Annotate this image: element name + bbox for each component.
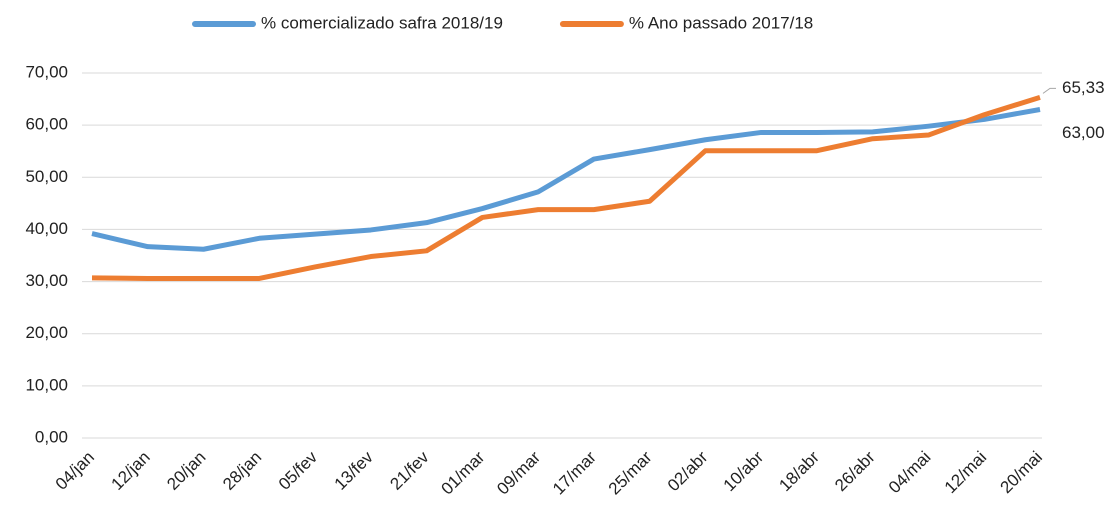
x-tick-label: 20/jan <box>163 448 209 494</box>
line-series <box>91 107 1041 252</box>
x-tick-label: 17/mar <box>549 447 600 498</box>
x-tick-label: 05/fev <box>275 447 322 494</box>
x-tick-label: 25/mar <box>605 447 656 498</box>
x-tick-label: 13/fev <box>331 447 378 494</box>
x-tick-label: 28/jan <box>219 448 265 494</box>
x-tick-label: 04/jan <box>52 448 98 494</box>
x-tick-label: 10/abr <box>720 447 768 495</box>
legend-label: % comercializado safra 2018/19 <box>261 13 503 32</box>
x-tick-label: 02/abr <box>664 447 712 495</box>
data-label: 65,33 <box>1062 78 1105 97</box>
y-tick-label: 30,00 <box>25 271 68 290</box>
y-tick-label: 40,00 <box>25 219 68 238</box>
data-label: 63,00 <box>1062 123 1105 142</box>
y-tick-label: 0,00 <box>35 427 68 446</box>
legend-label: % Ano passado 2017/18 <box>629 13 813 32</box>
y-tick-label: 50,00 <box>25 167 68 186</box>
x-tick-label: 21/fev <box>386 447 433 494</box>
x-tick-label: 01/mar <box>437 447 488 498</box>
x-tick-label: 18/abr <box>775 447 823 495</box>
x-tick-label: 09/mar <box>493 447 544 498</box>
x-tick-label: 20/mai <box>996 448 1046 498</box>
y-tick-label: 60,00 <box>25 115 68 134</box>
x-tick-label: 26/abr <box>831 447 879 495</box>
x-tick-label: 12/mai <box>941 448 991 498</box>
y-tick-label: 10,00 <box>25 375 68 394</box>
y-tick-label: 20,00 <box>25 323 68 342</box>
leader-line <box>1042 87 1056 94</box>
y-tick-label: 70,00 <box>25 62 68 81</box>
line-series <box>91 94 1041 281</box>
x-tick-label: 12/jan <box>108 448 154 494</box>
x-tick-label: 04/mai <box>885 448 935 498</box>
